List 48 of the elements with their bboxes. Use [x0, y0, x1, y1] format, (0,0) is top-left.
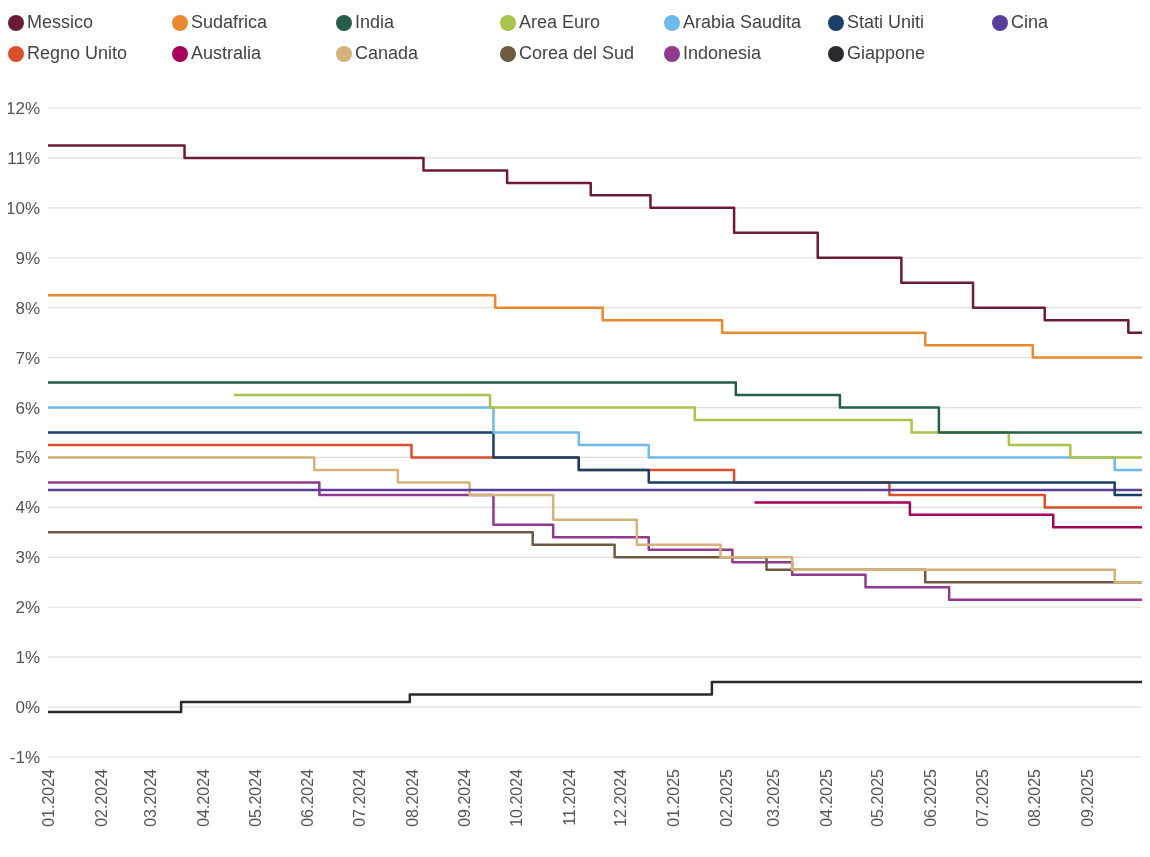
legend-label: Corea del Sud [519, 43, 635, 64]
y-tick-label: 3% [15, 548, 40, 568]
legend-label: Indonesia [683, 43, 762, 64]
y-tick-label: 7% [15, 348, 40, 368]
x-tick-label: 10.2024 [507, 768, 525, 827]
y-tick-label: 1% [15, 648, 40, 668]
legend-label: Arabia Saudita [683, 12, 802, 33]
legend-label: Messico [27, 12, 94, 33]
x-tick-label: 02.2024 [92, 768, 110, 827]
legend-label: Area Euro [519, 12, 601, 33]
x-tick-label: 01.2024 [40, 768, 57, 827]
x-tick-label: 08.2024 [403, 768, 421, 827]
x-tick-label: 03.2025 [765, 768, 783, 827]
legend-label: India [355, 12, 395, 33]
x-tick-label: 02.2025 [717, 768, 735, 827]
x-tick-label: 01.2025 [664, 768, 682, 827]
legend-label: Australia [191, 43, 262, 64]
y-tick-label: 0% [15, 698, 40, 718]
x-tick-label: 06.2024 [299, 768, 317, 827]
y-tick-label: 11% [7, 148, 40, 168]
x-tick-label: 09.2025 [1079, 768, 1097, 827]
legend-label: Sudafrica [191, 12, 268, 33]
x-tick-label: 09.2024 [456, 768, 474, 827]
legend-label: Regno Unito [27, 43, 128, 64]
y-tick-label: 2% [15, 598, 40, 618]
x-tick-label: 05.2024 [246, 768, 264, 827]
y-tick-label: 9% [15, 248, 40, 268]
x-tick-label: 11.2024 [560, 768, 578, 826]
x-tick-label: 07.2025 [973, 768, 991, 827]
x-tick-label: 04.2024 [195, 768, 213, 827]
legend-label: Stati Uniti [847, 12, 925, 33]
y-tick-label: 4% [15, 498, 40, 518]
x-tick-label: 06.2025 [922, 768, 940, 827]
y-tick-label: -1% [9, 748, 40, 768]
legend-label: Cina [1011, 12, 1049, 33]
y-tick-label: 12% [5, 99, 40, 119]
legend-label: Giappone [847, 43, 926, 64]
x-tick-label: 03.2024 [142, 768, 160, 827]
y-tick-label: 10% [5, 198, 40, 218]
x-tick-label: 07.2024 [350, 768, 368, 827]
y-tick-label: 8% [15, 298, 40, 318]
y-tick-label: 6% [15, 398, 40, 418]
x-tick-label: 08.2025 [1026, 768, 1044, 827]
x-tick-label: 04.2025 [818, 768, 836, 827]
y-tick-label: 5% [15, 448, 40, 468]
legend-label: Canada [355, 43, 419, 64]
x-tick-label: 12.2024 [611, 768, 629, 827]
x-tick-label: 05.2025 [869, 768, 887, 827]
